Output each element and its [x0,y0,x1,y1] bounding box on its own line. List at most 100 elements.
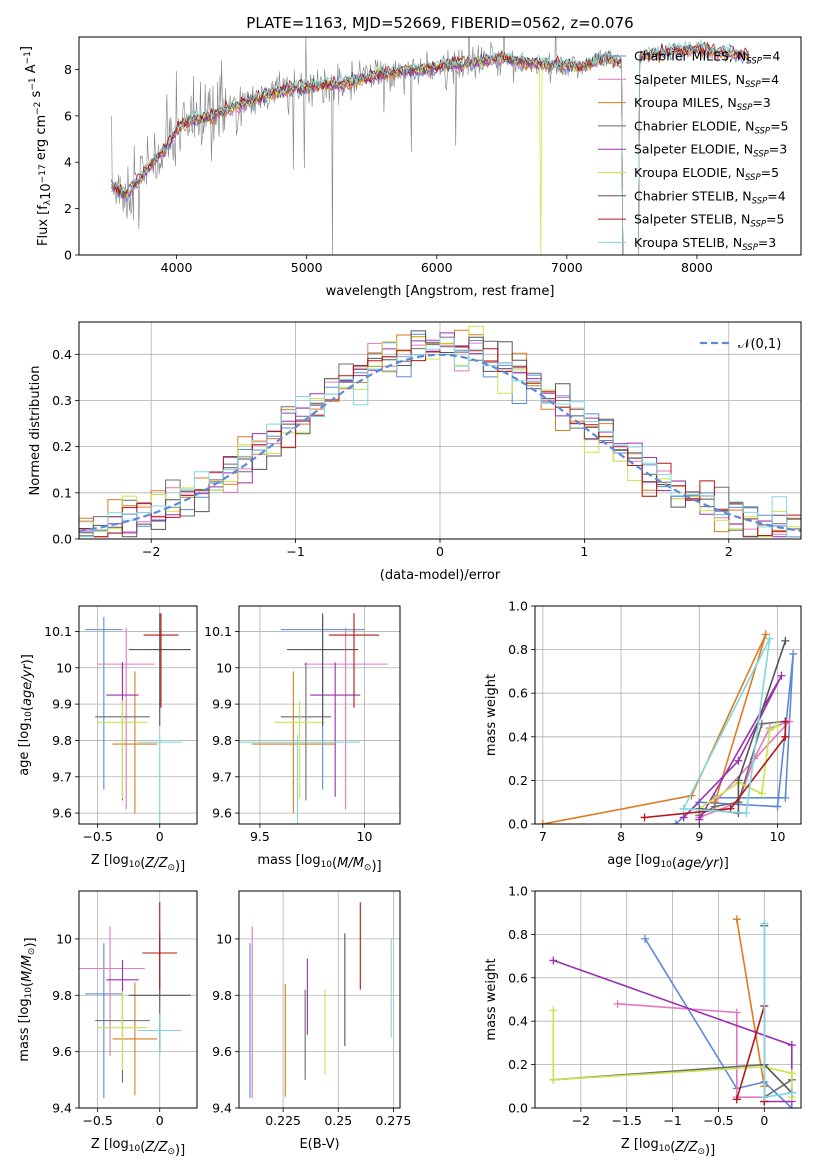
y-tick-label: 0.6 [508,970,528,985]
x-tick-label: −1.5 [612,1113,642,1128]
spectrum-legend: Chabrier MILES, NSSP=4 Salpeter MILES, NS… [598,49,789,253]
y-tick-label: 0.2 [508,1057,528,1072]
series-marker [781,717,790,726]
spectrum-xlabel: wavelength [Angstrom, rest frame] [326,284,555,299]
y-tick-label: 10.1 [44,624,72,639]
x-tick-label: 0 [156,829,164,844]
x-tick-label: 1 [580,544,588,559]
series-marker [732,1095,741,1104]
legend-entry: Salpeter ELODIE, NSSP=3 [634,142,787,160]
legend-entry: 𝒩(0,1) [738,337,781,352]
series-marker [781,793,790,802]
age_vs_mass-points [239,613,388,824]
errorbar-point [303,627,388,810]
y-tick-label: 0.4 [508,729,528,744]
x-tick-label: 7000 [551,260,583,275]
age_vs_mass-axes: 9.5 10 9.6 9.7 9.8 9.9 10 10.1 [204,606,400,844]
massweight_vs_Z-frame [534,890,802,1109]
y-tick-label: 9.7 [52,769,72,784]
x-tick-label: −0.5 [82,1113,112,1128]
mass_vs_Z-ylabel: mass [log10(M/M⊙)] [17,937,38,1061]
age_vs_Z-points [85,613,191,824]
mass_vs_Z-points [79,902,191,1099]
y-tick-label: 10 [56,660,72,675]
y-tick-label: 0.2 [508,773,528,788]
legend-entry: Salpeter STELIB, NSSP=5 [634,212,784,230]
massweight_vs_age-axes: 7 8 9 10 0.0 0.2 0.4 0.6 0.8 1.0 [508,599,801,844]
observed-spectrum [111,37,622,255]
series-marker [765,634,774,643]
series-marker [549,1006,558,1015]
residuals-frame [78,321,802,540]
series-line [542,633,767,824]
mass_vs_Z-axes: −0.5 0 9.4 9.6 9.8 10 [52,891,197,1128]
y-tick-label: 4 [64,155,72,170]
errorbar-point [97,991,148,1070]
errorbar-point [274,700,325,799]
y-tick-label: 9.8 [212,733,232,748]
normal-curve [79,353,801,532]
y-tick-label: 9.7 [212,769,232,784]
model-kroupa-stelib [111,38,750,255]
series-marker [710,802,719,811]
x-tick-label: −1 [663,1113,681,1128]
y-tick-label: 0.2 [52,439,72,454]
errorbar-point [79,926,145,1056]
y-tick-label: 9.6 [52,806,72,821]
errorbar-point [137,734,183,824]
legend-entry: Kroupa MILES, NSSP=3 [634,95,771,113]
y-tick-label: 0 [64,248,72,263]
y-tick-label: 0.1 [52,485,72,500]
mass_vs_ebv-points [249,902,392,1099]
y-tick-label: 10 [216,660,232,675]
series-marker [773,802,782,811]
massweight_vs_age-ylabel: mass weight [484,674,499,756]
y-tick-label: 9.6 [212,1044,232,1059]
series-line [617,1003,765,1098]
massweight_vs_age-frame [534,605,802,825]
y-tick-label: 9.8 [212,988,232,1003]
y-tick-label: 0.8 [508,642,528,657]
series-marker [549,1075,558,1084]
spectrum-frame [78,36,802,256]
x-tick-label: 9.5 [250,829,270,844]
histograms [79,325,801,538]
page-title: PLATE=1163, MJD=52669, FIBERID=0562, z=0… [246,14,633,32]
massweight_vs_Z-series [549,915,796,1108]
series-marker [734,776,743,785]
massweight_vs_Z-ylabel: mass weight [484,958,499,1040]
x-tick-label: 8 [617,829,625,844]
series-marker [760,1093,769,1102]
mass_vs_Z-frame [78,890,198,1109]
series-marker [549,956,558,965]
series-marker [732,915,741,924]
massweight_vs_age-series [538,630,798,824]
y-tick-label: 0.0 [52,532,72,547]
age_vs_mass-xlabel: mass [log10(M/M⊙)] [257,853,381,874]
errorbar-point [310,662,361,797]
x-tick-label: 2 [725,544,733,559]
errorbar-point [85,616,123,790]
residuals-ylabel: Normed distribution [28,366,43,496]
series-marker [695,815,704,824]
errorbar-point [143,613,179,708]
age_vs_mass-frame [238,605,401,825]
age_vs_Z-ylabel: age [log10(age/yr)] [17,654,35,776]
y-tick-label: 9.9 [52,697,72,712]
x-tick-label: −1 [286,544,304,559]
massweight_vs_Z-xlabel: Z [log10(Z/Z⊙)] [621,1137,715,1158]
y-tick-label: 10 [216,931,232,946]
mass_vs_ebv-xlabel: E(B-V) [299,1137,339,1152]
series-marker [761,630,770,639]
y-tick-label: 10.1 [204,624,232,639]
x-tick-label: 0.275 [375,1113,411,1128]
massweight_vs_age-xlabel: age [log10(age/yr)] [607,853,729,871]
y-tick-label: 0.6 [508,686,528,701]
y-tick-label: 0.4 [52,347,72,362]
y-tick-label: 10 [56,931,72,946]
age_vs_Z-frame [78,605,198,825]
mass_vs_ebv-axes: 0.225 0.25 0.275 9.4 9.6 9.8 10 [212,891,411,1128]
y-tick-label: 0.0 [508,1101,528,1116]
x-tick-label: 8000 [681,260,713,275]
